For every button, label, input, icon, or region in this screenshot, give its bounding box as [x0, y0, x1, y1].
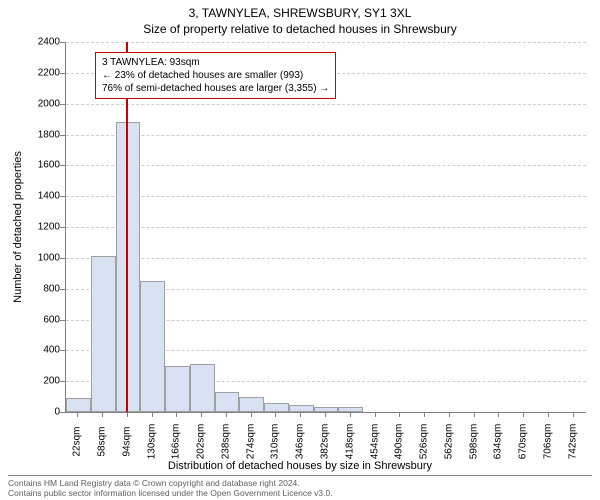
x-tick — [523, 412, 524, 417]
x-tick-label: 58sqm — [97, 426, 108, 456]
x-tick — [548, 412, 549, 417]
x-tick-label: 238sqm — [220, 424, 231, 460]
x-tick — [573, 412, 574, 417]
footer-line2: Contains public sector information licen… — [8, 488, 592, 498]
x-tick-label: 454sqm — [369, 424, 380, 460]
x-tick — [474, 412, 475, 417]
x-tick-label: 346sqm — [295, 424, 306, 460]
footer: Contains HM Land Registry data © Crown c… — [8, 475, 592, 498]
x-tick-label: 94sqm — [121, 426, 132, 456]
x-tick — [251, 412, 252, 417]
x-tick-label: 634sqm — [493, 424, 504, 460]
x-tick — [375, 412, 376, 417]
x-tick-label: 382sqm — [320, 424, 331, 460]
x-tick-label: 598sqm — [468, 424, 479, 460]
x-tick-label: 418sqm — [344, 424, 355, 460]
annotation-line1: 3 TAWNYLEA: 93sqm — [102, 56, 329, 69]
x-tick-label: 670sqm — [518, 424, 529, 460]
annotation-box: 3 TAWNYLEA: 93sqm ← 23% of detached hous… — [95, 52, 336, 99]
x-tick — [325, 412, 326, 417]
x-tick — [77, 412, 78, 417]
x-tick — [399, 412, 400, 417]
x-tick — [275, 412, 276, 417]
x-tick-label: 202sqm — [196, 424, 207, 460]
x-tick-label: 130sqm — [146, 424, 157, 460]
x-tick-label: 166sqm — [171, 424, 182, 460]
x-tick — [127, 412, 128, 417]
footer-line1: Contains HM Land Registry data © Crown c… — [8, 478, 592, 488]
x-tick — [176, 412, 177, 417]
annotation-line2: ← 23% of detached houses are smaller (99… — [102, 69, 329, 82]
x-tick — [102, 412, 103, 417]
x-tick-label: 706sqm — [542, 424, 553, 460]
x-tick — [498, 412, 499, 417]
x-tick — [350, 412, 351, 417]
x-tick — [424, 412, 425, 417]
x-tick-label: 490sqm — [394, 424, 405, 460]
x-tick-label: 310sqm — [270, 424, 281, 460]
x-tick — [201, 412, 202, 417]
annotation-line3: 76% of semi-detached houses are larger (… — [102, 82, 329, 95]
x-tick-label: 526sqm — [419, 424, 430, 460]
x-tick-label: 562sqm — [443, 424, 454, 460]
x-tick — [449, 412, 450, 417]
x-tick — [300, 412, 301, 417]
x-tick-label: 742sqm — [567, 424, 578, 460]
x-tick-label: 274sqm — [245, 424, 256, 460]
x-tick — [152, 412, 153, 417]
x-tick — [226, 412, 227, 417]
x-axis-label: Distribution of detached houses by size … — [0, 460, 600, 472]
property-size-chart: 3, TAWNYLEA, SHREWSBURY, SY1 3XL Size of… — [0, 0, 600, 500]
x-tick-label: 22sqm — [72, 426, 83, 456]
